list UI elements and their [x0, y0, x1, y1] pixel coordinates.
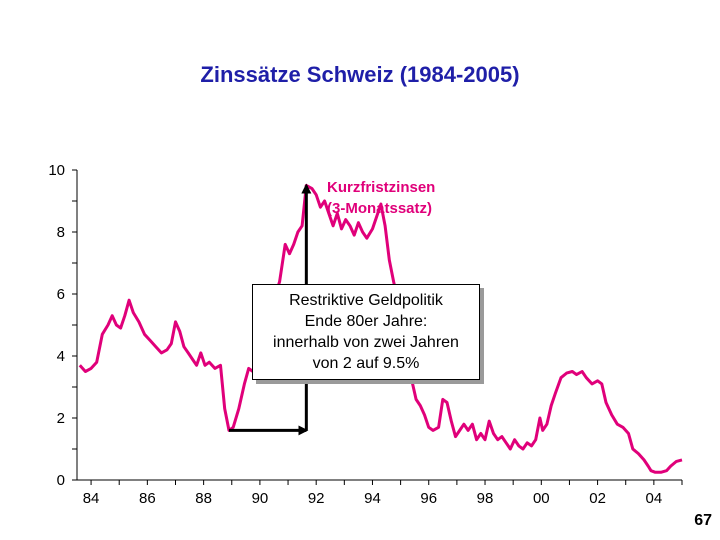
- annotation-line-4: von 2 auf 9.5%: [312, 355, 420, 372]
- x-tick-label: 94: [364, 490, 381, 507]
- page-number: 67: [694, 512, 712, 529]
- y-tick-label: 4: [57, 348, 65, 365]
- annotation-line-2: Ende 80er Jahre:: [304, 313, 428, 330]
- x-tick-label: 98: [477, 490, 494, 507]
- series-line: [78, 184, 683, 474]
- x-tick-label: 88: [195, 490, 212, 507]
- y-tick-label: 8: [57, 224, 65, 241]
- x-tick-label: 04: [646, 490, 663, 507]
- annotation-line-1: Restriktive Geldpolitik: [289, 292, 443, 309]
- x-tick-label: 84: [83, 490, 100, 507]
- annotation-line-3: innerhalb von zwei Jahren: [273, 334, 459, 351]
- y-tick-label: 10: [48, 162, 65, 179]
- x-tick-label: 96: [420, 490, 437, 507]
- series-layer: [78, 184, 683, 474]
- x-tick-label: 90: [252, 490, 269, 507]
- x-tick-label: 86: [139, 490, 156, 507]
- y-tick-label: 6: [57, 286, 65, 303]
- x-tick-label: 00: [533, 490, 550, 507]
- chart-title: Zinssätze Schweiz (1984-2005): [200, 62, 520, 87]
- series-label-line-1: Kurzfristzinsen: [327, 179, 435, 196]
- annotation-box: Restriktive Geldpolitik Ende 80er Jahre:…: [252, 284, 480, 380]
- y-tick-label: 2: [57, 410, 65, 427]
- x-tick-label: 92: [308, 490, 325, 507]
- x-tick-label: 02: [589, 490, 606, 507]
- series-label-line-2: (3-Monatssatz): [327, 200, 432, 217]
- y-tick-label: 0: [57, 472, 65, 489]
